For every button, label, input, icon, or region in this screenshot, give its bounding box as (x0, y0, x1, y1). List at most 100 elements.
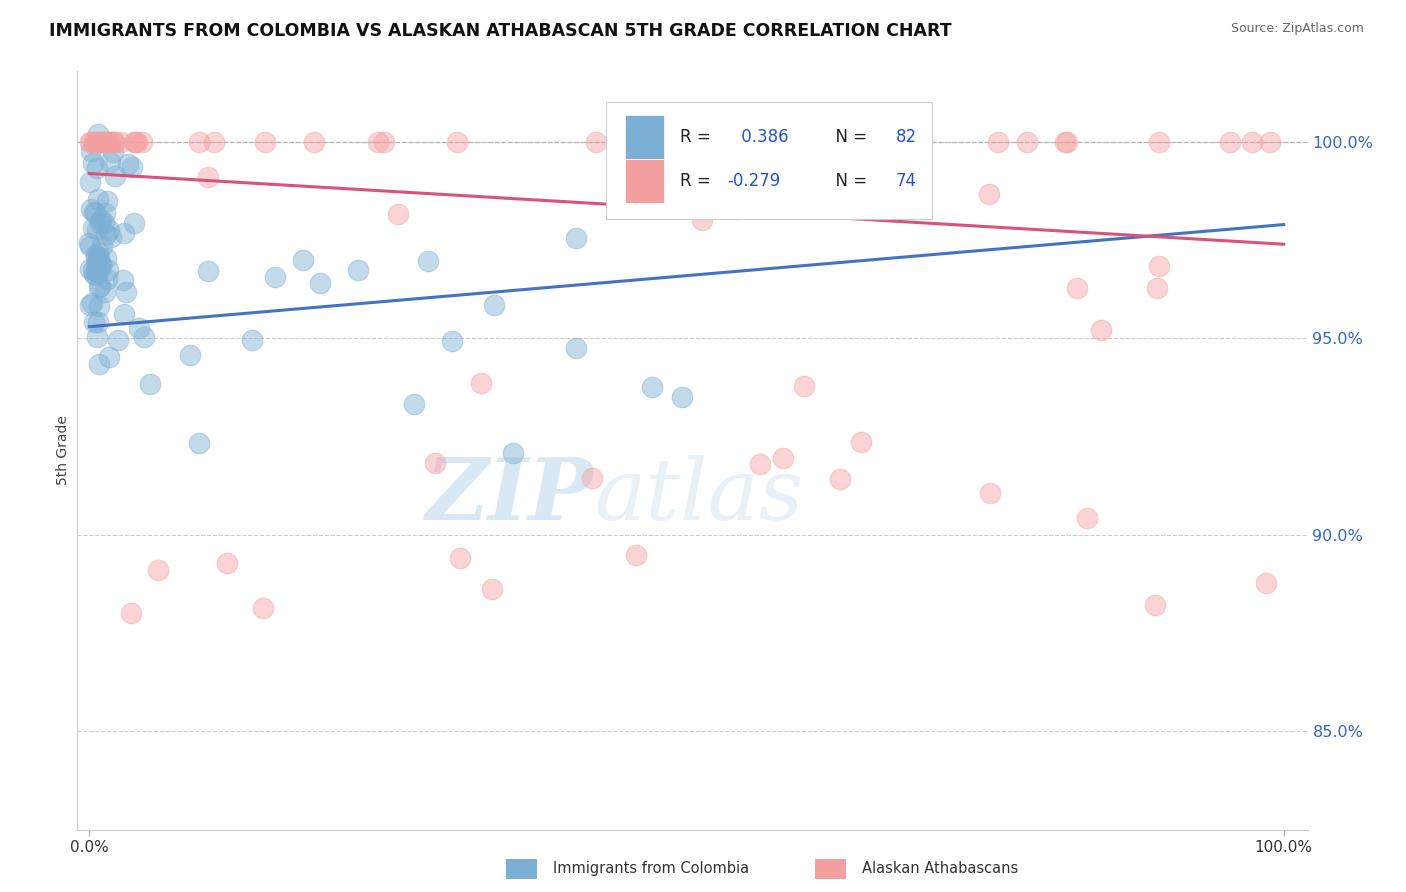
Point (373, 135, 395, 149)
Point (80, 202, 103, 216)
Point (112, 273, 135, 287)
Point (1066, 281, 1088, 295)
Point (744, 173, 766, 187)
Point (1147, 135, 1170, 149)
Text: N =: N = (825, 128, 873, 146)
Point (1254, 576, 1277, 591)
Point (98, 135, 121, 149)
Point (82, 156, 104, 170)
Point (84, 257, 107, 271)
Point (387, 207, 409, 221)
Point (87, 135, 110, 149)
Point (80, 135, 103, 149)
Point (132, 329, 155, 343)
Point (96, 227, 118, 242)
Text: Alaskan Athabascans: Alaskan Athabascans (862, 861, 1018, 876)
Point (120, 606, 142, 620)
Point (87, 127, 110, 141)
Point (125, 135, 148, 149)
Point (793, 379, 815, 393)
Point (122, 217, 145, 231)
Point (79, 144, 101, 158)
Point (79, 135, 101, 149)
Text: 82: 82 (896, 128, 917, 146)
Point (86, 265, 108, 279)
Point (87, 300, 110, 314)
FancyBboxPatch shape (606, 102, 932, 219)
Point (89, 278, 111, 293)
Point (103, 135, 125, 149)
Point (96, 194, 118, 208)
Point (217, 556, 239, 570)
Point (470, 376, 492, 391)
Point (112, 307, 135, 321)
Point (131, 135, 153, 149)
Point (502, 445, 524, 459)
Point (240, 333, 263, 347)
Point (84, 250, 107, 264)
Point (82, 262, 104, 277)
Point (138, 376, 160, 391)
Text: Source: ZipAtlas.com: Source: ZipAtlas.com (1230, 22, 1364, 36)
Point (103, 135, 125, 149)
Point (202, 135, 225, 149)
Point (122, 135, 145, 149)
Point (1146, 281, 1168, 295)
Point (94, 251, 117, 265)
Point (79, 175, 101, 189)
Point (121, 161, 143, 175)
Point (89, 358, 111, 372)
Point (97, 263, 120, 277)
Point (423, 456, 446, 470)
Point (1090, 322, 1112, 336)
Point (979, 485, 1001, 500)
Point (1017, 135, 1039, 149)
Point (115, 285, 138, 300)
Point (309, 276, 332, 290)
Point (630, 135, 652, 149)
Point (90, 135, 112, 149)
Point (89, 251, 111, 265)
Point (93, 216, 115, 230)
Point (188, 135, 211, 149)
Point (862, 135, 884, 149)
Bar (624, 115, 664, 160)
Point (124, 135, 146, 149)
Point (253, 135, 276, 149)
Point (112, 226, 135, 240)
Point (624, 549, 647, 563)
Point (84, 135, 107, 149)
Point (82, 296, 104, 310)
Point (252, 601, 274, 615)
Point (402, 397, 425, 411)
Point (484, 298, 506, 312)
Point (83, 267, 105, 281)
Point (100, 230, 122, 244)
Point (418, 253, 440, 268)
Point (98, 155, 121, 169)
Point (93, 285, 115, 299)
Text: R =: R = (681, 172, 716, 190)
Text: ZIP: ZIP (426, 454, 595, 538)
Point (87, 245, 110, 260)
Point (84, 248, 107, 262)
Point (89, 256, 111, 270)
Text: 74: 74 (896, 172, 917, 190)
Point (90, 258, 112, 272)
Point (79, 297, 101, 311)
Point (692, 213, 714, 227)
Text: atlas: atlas (595, 455, 803, 537)
Point (98, 350, 121, 364)
Point (830, 472, 852, 486)
Point (446, 135, 468, 149)
Point (87, 315, 110, 329)
Point (347, 263, 370, 277)
Point (101, 145, 124, 159)
Point (671, 390, 693, 404)
Point (86, 161, 108, 175)
Point (107, 333, 129, 347)
Point (97, 223, 120, 237)
Point (94, 135, 117, 149)
Point (97, 135, 120, 149)
Point (86, 252, 108, 267)
